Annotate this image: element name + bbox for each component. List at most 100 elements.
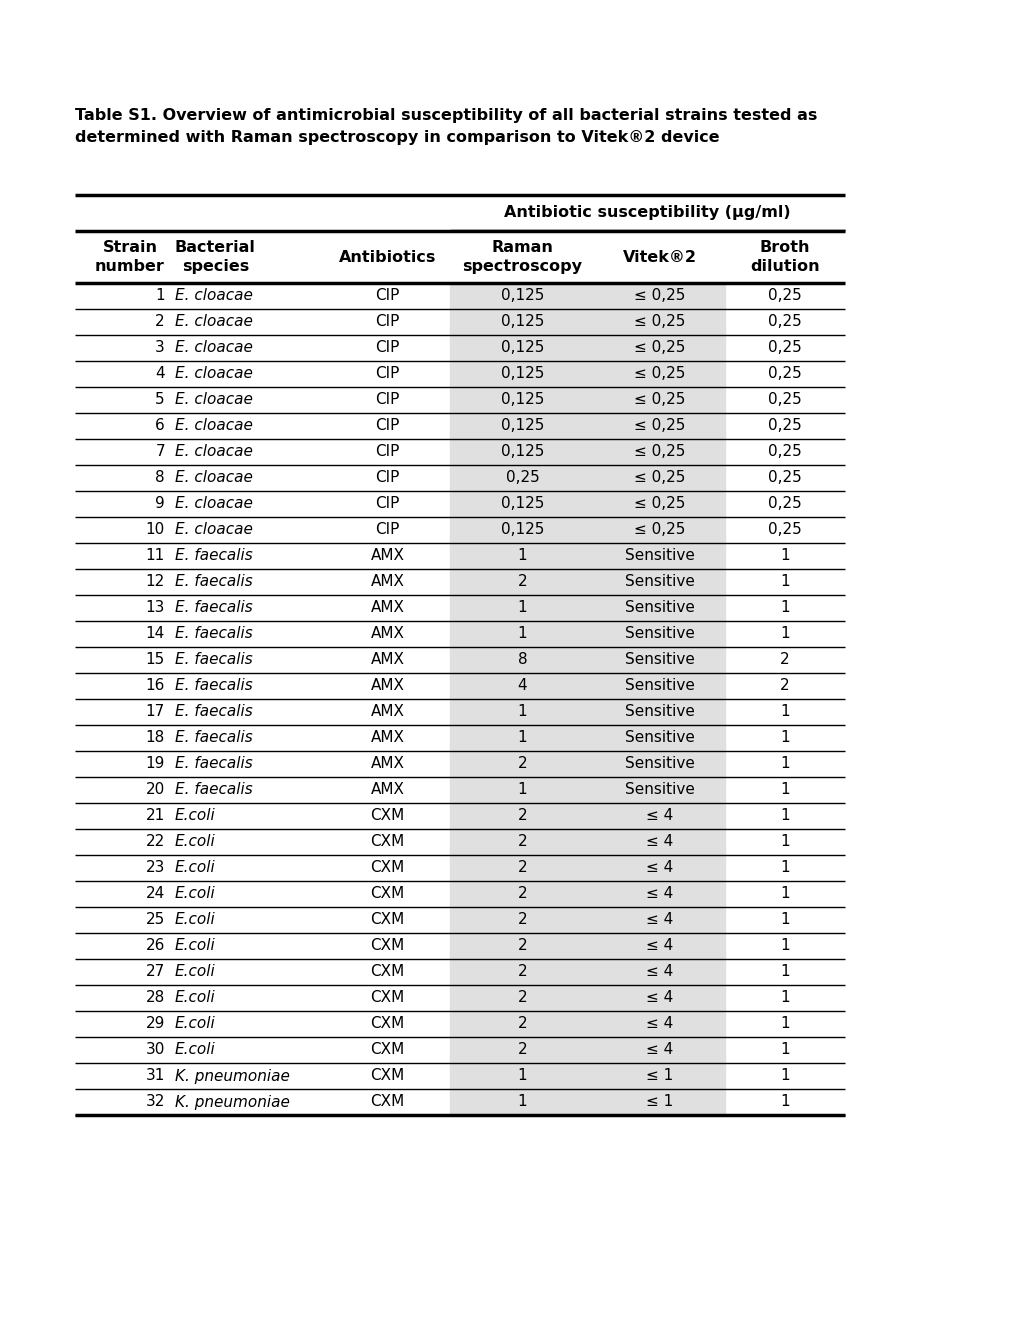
Text: Raman
spectroscopy: Raman spectroscopy	[462, 240, 582, 273]
Text: 6: 6	[155, 418, 165, 433]
Text: CXM: CXM	[370, 834, 405, 850]
Text: 12: 12	[146, 574, 165, 590]
Text: 2: 2	[780, 678, 789, 693]
Text: CIP: CIP	[375, 341, 399, 355]
Text: E. faecalis: E. faecalis	[175, 549, 253, 564]
Text: E. faecalis: E. faecalis	[175, 601, 253, 615]
Text: Sensitive: Sensitive	[625, 730, 694, 746]
Text: E.coli: E.coli	[175, 939, 216, 953]
Text: 1: 1	[780, 730, 789, 746]
Text: 1: 1	[780, 834, 789, 850]
Text: 25: 25	[146, 912, 165, 928]
Text: 13: 13	[146, 601, 165, 615]
Text: 1: 1	[780, 1016, 789, 1031]
Text: 0,125: 0,125	[500, 314, 544, 330]
Text: Strain
number: Strain number	[95, 240, 165, 273]
Text: Sensitive: Sensitive	[625, 783, 694, 797]
Text: 2: 2	[518, 965, 527, 979]
Text: CXM: CXM	[370, 861, 405, 875]
Text: CIP: CIP	[375, 289, 399, 304]
Text: 29: 29	[146, 1016, 165, 1031]
Text: Sensitive: Sensitive	[625, 574, 694, 590]
Text: CXM: CXM	[370, 939, 405, 953]
Text: CIP: CIP	[375, 496, 399, 511]
Text: determined with Raman spectroscopy in comparison to Vitek®2 device: determined with Raman spectroscopy in co…	[75, 129, 719, 145]
Text: 1: 1	[518, 1094, 527, 1110]
Text: 0,25: 0,25	[767, 523, 801, 537]
Text: 0,25: 0,25	[767, 445, 801, 459]
Text: CIP: CIP	[375, 470, 399, 486]
Bar	[449, 465, 725, 491]
Text: 8: 8	[518, 652, 527, 668]
Text: 21: 21	[146, 808, 165, 824]
Text: 0,125: 0,125	[500, 392, 544, 408]
Text: CXM: CXM	[370, 965, 405, 979]
Text: ≤ 0,25: ≤ 0,25	[634, 523, 685, 537]
Text: ≤ 0,25: ≤ 0,25	[634, 341, 685, 355]
Text: 1: 1	[780, 549, 789, 564]
Text: 0,125: 0,125	[500, 289, 544, 304]
Text: 1: 1	[780, 705, 789, 719]
Text: 0,25: 0,25	[767, 470, 801, 486]
Bar	[449, 387, 725, 413]
Text: 30: 30	[146, 1043, 165, 1057]
Text: Sensitive: Sensitive	[625, 601, 694, 615]
Text: AMX: AMX	[370, 705, 405, 719]
Bar	[449, 569, 725, 595]
Bar	[449, 1063, 725, 1089]
Text: 2: 2	[518, 756, 527, 771]
Text: 14: 14	[146, 627, 165, 642]
Text: K. pneumoniae: K. pneumoniae	[175, 1068, 289, 1084]
Text: E.coli: E.coli	[175, 808, 216, 824]
Bar	[449, 803, 725, 829]
Text: 2: 2	[518, 574, 527, 590]
Bar	[449, 777, 725, 803]
Text: E. faecalis: E. faecalis	[175, 678, 253, 693]
Bar	[449, 517, 725, 543]
Bar	[449, 1038, 725, 1063]
Text: 18: 18	[146, 730, 165, 746]
Text: E. faecalis: E. faecalis	[175, 730, 253, 746]
Text: Bacterial
species: Bacterial species	[175, 240, 256, 273]
Text: 10: 10	[146, 523, 165, 537]
Text: 1: 1	[780, 756, 789, 771]
Text: ≤ 4: ≤ 4	[646, 1016, 673, 1031]
Text: 20: 20	[146, 783, 165, 797]
Text: 2: 2	[518, 1016, 527, 1031]
Text: 2: 2	[780, 652, 789, 668]
Bar	[449, 647, 725, 673]
Text: E. cloacae: E. cloacae	[175, 314, 253, 330]
Bar	[449, 1011, 725, 1038]
Text: ≤ 0,25: ≤ 0,25	[634, 314, 685, 330]
Text: E.coli: E.coli	[175, 1043, 216, 1057]
Text: 2: 2	[518, 939, 527, 953]
Bar	[449, 880, 725, 907]
Text: AMX: AMX	[370, 627, 405, 642]
Text: 1: 1	[780, 783, 789, 797]
Text: 1: 1	[780, 912, 789, 928]
Text: 0,25: 0,25	[767, 418, 801, 433]
Bar	[449, 700, 725, 725]
Text: 2: 2	[518, 861, 527, 875]
Text: AMX: AMX	[370, 574, 405, 590]
Text: 1: 1	[780, 808, 789, 824]
Text: E. cloacae: E. cloacae	[175, 445, 253, 459]
Text: E. faecalis: E. faecalis	[175, 783, 253, 797]
Bar	[449, 282, 725, 309]
Text: 1: 1	[518, 1068, 527, 1084]
Text: E. cloacae: E. cloacae	[175, 523, 253, 537]
Bar	[449, 360, 725, 387]
Bar	[449, 413, 725, 440]
Text: 28: 28	[146, 990, 165, 1006]
Bar	[449, 933, 725, 960]
Text: CXM: CXM	[370, 808, 405, 824]
Text: AMX: AMX	[370, 783, 405, 797]
Text: 1: 1	[780, 1043, 789, 1057]
Text: 31: 31	[146, 1068, 165, 1084]
Bar	[449, 673, 725, 700]
Text: 1: 1	[518, 601, 527, 615]
Bar	[449, 543, 725, 569]
Text: CXM: CXM	[370, 887, 405, 902]
Text: 1: 1	[518, 783, 527, 797]
Text: ≤ 4: ≤ 4	[646, 861, 673, 875]
